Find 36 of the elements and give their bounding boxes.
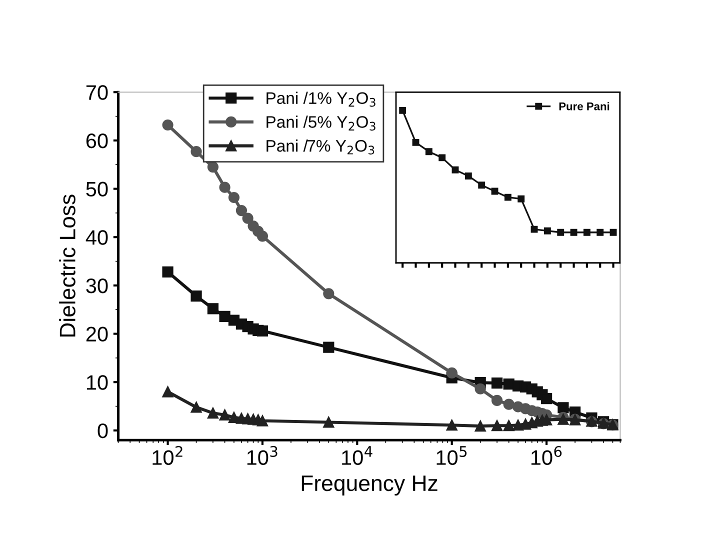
point <box>452 166 459 174</box>
legend-label: Pure Pani <box>559 102 610 110</box>
point <box>557 228 564 236</box>
point <box>518 195 525 202</box>
point <box>544 227 551 234</box>
legend-label: Pani /7% Y$_{2}$O$_{3}$ <box>266 140 374 154</box>
point <box>478 182 486 189</box>
y-tick-label: 40 <box>86 230 108 245</box>
x-tick-label: 10$^{3}$ <box>247 446 278 465</box>
y-axis-title: Dielectric Loss <box>59 194 76 337</box>
x-axis-title: Frequency Hz <box>302 476 438 496</box>
point <box>491 188 498 195</box>
point <box>464 172 472 180</box>
point <box>596 228 604 236</box>
point <box>570 228 578 236</box>
y-tick-label: 70 <box>86 85 108 100</box>
y-tick-label: 50 <box>86 182 108 197</box>
point <box>530 226 538 233</box>
x-tick-label: 10$^{4}$ <box>342 446 372 465</box>
point <box>583 228 590 236</box>
y-tick-label: 0 <box>98 423 108 438</box>
y-tick-label: 30 <box>86 278 108 294</box>
legend-label: Pani /5% Y$_{2}$O$_{3}$ <box>266 116 376 131</box>
point <box>438 154 446 162</box>
point <box>412 138 420 146</box>
point <box>504 194 512 201</box>
y-tick-label: 10 <box>86 375 108 390</box>
y-tick-label: 60 <box>86 133 108 148</box>
point <box>610 228 617 236</box>
point <box>425 148 432 156</box>
y-tick-label: 20 <box>86 326 108 342</box>
x-tick-label: 10$^{6}$ <box>531 446 562 465</box>
legend-label: Pani /1% Y$_{2}$O$_{3}$ <box>266 92 376 107</box>
x-tick-label: 10$^{5}$ <box>436 446 467 465</box>
point <box>399 106 406 114</box>
x-tick-label: 10$^{2}$ <box>152 446 182 465</box>
